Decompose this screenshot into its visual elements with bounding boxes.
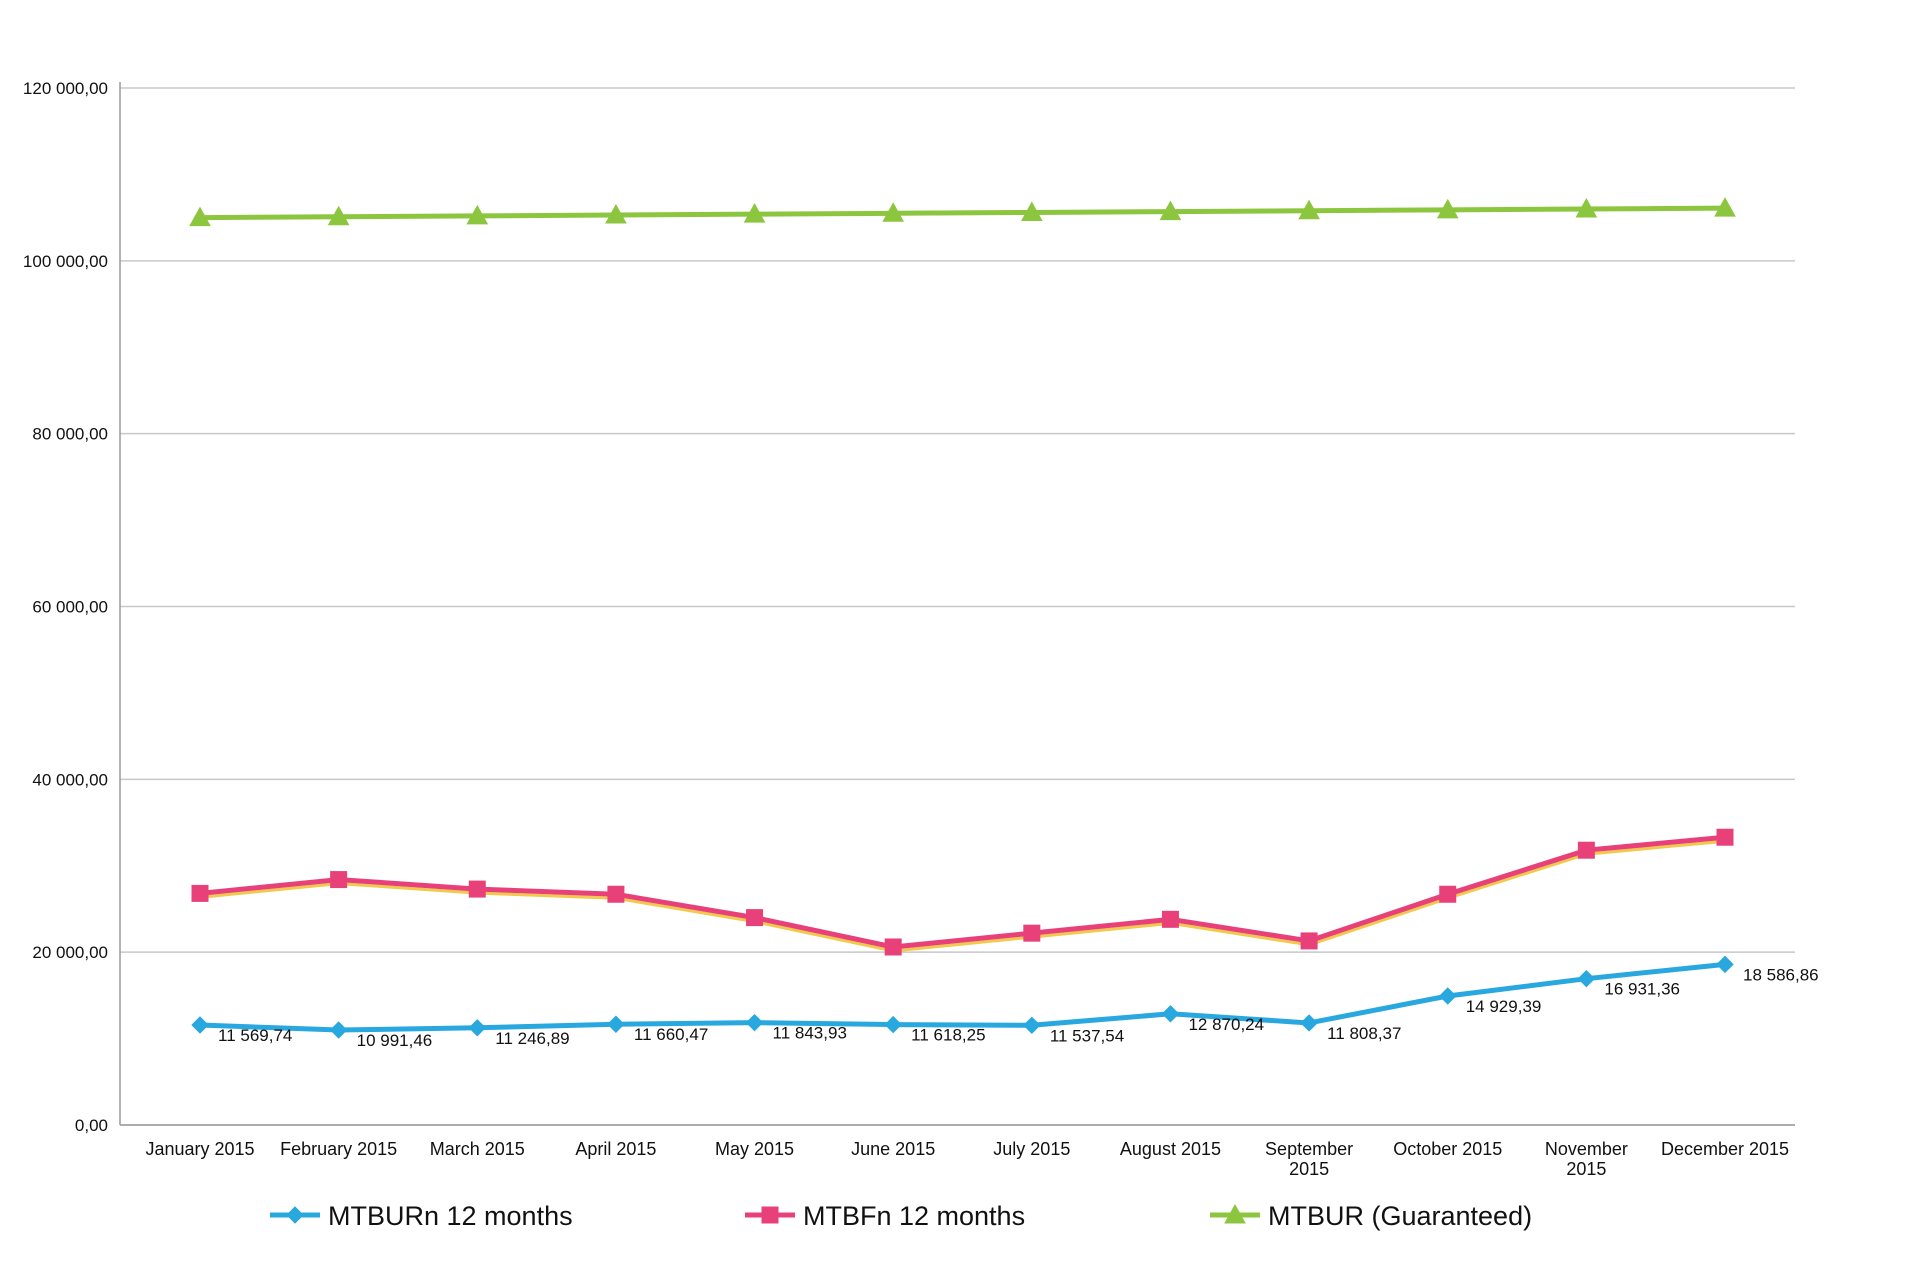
x-tick-label: November 2015 bbox=[1545, 1139, 1628, 1179]
series-line bbox=[199, 205, 1726, 221]
y-tick-label: 20 000,00 bbox=[32, 943, 108, 962]
data-point bbox=[191, 1016, 209, 1034]
data-point bbox=[1714, 197, 1736, 217]
data-point bbox=[1577, 841, 1595, 859]
data-point bbox=[607, 1015, 625, 1033]
x-tick-label: February 2015 bbox=[280, 1139, 397, 1159]
data-label: 11 246,89 bbox=[495, 1029, 569, 1048]
series-line bbox=[199, 961, 1726, 1033]
data-point bbox=[1224, 1203, 1246, 1224]
series-lines bbox=[189, 197, 1736, 1039]
data-point bbox=[607, 885, 625, 903]
data-label: 11 537,54 bbox=[1050, 1026, 1124, 1045]
series-1 bbox=[191, 828, 1734, 956]
data-point bbox=[468, 1019, 486, 1037]
legend-item-1: MTBFn 12 months bbox=[745, 1201, 1025, 1231]
gridlines bbox=[120, 87, 1795, 1126]
data-point bbox=[1300, 1014, 1318, 1032]
data-label: 11 569,74 bbox=[218, 1026, 292, 1045]
data-point bbox=[286, 1206, 304, 1224]
data-label: 11 843,93 bbox=[773, 1024, 847, 1043]
data-point bbox=[884, 938, 902, 956]
data-point bbox=[882, 202, 905, 222]
data-label: 11 618,25 bbox=[911, 1026, 985, 1045]
data-point bbox=[1023, 1016, 1041, 1035]
data-label: 11 808,37 bbox=[1327, 1024, 1401, 1043]
data-point bbox=[1161, 1005, 1180, 1023]
y-tick-label: 100 000,00 bbox=[23, 252, 108, 271]
data-point bbox=[468, 880, 486, 898]
data-label: 14 929,39 bbox=[1466, 997, 1542, 1016]
data-point bbox=[746, 909, 764, 927]
x-tick-label: June 2015 bbox=[851, 1139, 935, 1159]
x-tick-label: March 2015 bbox=[430, 1139, 525, 1159]
data-point bbox=[330, 871, 348, 889]
data-point bbox=[884, 1015, 902, 1034]
data-point bbox=[466, 204, 489, 225]
data-point bbox=[1575, 197, 1598, 218]
data-label: 12 870,24 bbox=[1188, 1015, 1264, 1034]
legend-label: MTBUR (Guaranteed) bbox=[1268, 1201, 1532, 1231]
data-label: 10 991,46 bbox=[357, 1031, 433, 1050]
legend-label: MTBURn 12 months bbox=[328, 1201, 573, 1231]
data-point bbox=[1023, 924, 1041, 942]
x-tick-label: January 2015 bbox=[145, 1139, 254, 1159]
data-point bbox=[189, 206, 211, 227]
data-point bbox=[327, 205, 350, 226]
data-point bbox=[1716, 955, 1734, 974]
data-point bbox=[1159, 200, 1182, 221]
series-shadow-line bbox=[199, 839, 1726, 953]
y-tick-label: 120 000,00 bbox=[23, 79, 108, 98]
y-tick-label: 80 000,00 bbox=[32, 425, 108, 444]
series-line bbox=[199, 834, 1726, 950]
data-point bbox=[761, 1206, 779, 1224]
x-tick-label: December 2015 bbox=[1661, 1139, 1789, 1159]
data-point bbox=[1298, 199, 1320, 220]
y-tick-label: 0,00 bbox=[75, 1116, 108, 1135]
data-label: 11 660,47 bbox=[634, 1025, 708, 1044]
x-tick-label: April 2015 bbox=[575, 1139, 656, 1159]
data-label: 16 931,36 bbox=[1604, 980, 1680, 999]
legend-item-0: MTBURn 12 months bbox=[270, 1201, 573, 1231]
series-0 bbox=[191, 955, 1734, 1039]
data-point bbox=[1716, 828, 1734, 846]
data-point bbox=[1577, 969, 1596, 988]
x-tick-label: August 2015 bbox=[1120, 1139, 1221, 1159]
series-2 bbox=[189, 197, 1736, 227]
data-point bbox=[1439, 987, 1457, 1005]
x-tick-label: July 2015 bbox=[993, 1139, 1070, 1159]
data-point bbox=[329, 1021, 348, 1039]
x-tick-label: May 2015 bbox=[715, 1139, 794, 1159]
data-point bbox=[743, 203, 766, 223]
legend-label: MTBFn 12 months bbox=[803, 1201, 1025, 1231]
legend-item-2: MTBUR (Guaranteed) bbox=[1210, 1201, 1532, 1231]
data-labels: 11 569,74 10 991,46 11 246,89 11 660,47 11 8… bbox=[218, 965, 1819, 1050]
axes: 0,00 20 000,00 40 000,00 60 000,00 80 000,00… bbox=[23, 79, 1795, 1179]
data-point bbox=[1161, 910, 1179, 928]
data-point bbox=[1439, 885, 1457, 903]
data-point bbox=[745, 1013, 764, 1032]
data-point bbox=[605, 204, 627, 224]
y-tick-label: 40 000,00 bbox=[32, 770, 108, 789]
data-point bbox=[1436, 198, 1459, 219]
x-tick-label: September 2015 bbox=[1265, 1139, 1353, 1179]
data-point bbox=[1020, 201, 1043, 221]
y-tick-label: 60 000,00 bbox=[32, 598, 108, 617]
data-label: 18 586,86 bbox=[1743, 965, 1819, 984]
data-point bbox=[1300, 932, 1318, 950]
x-tick-label: October 2015 bbox=[1393, 1139, 1502, 1159]
legend: MTBURn 12 months MTBFn 12 months MTBUR (Gu… bbox=[270, 1201, 1532, 1231]
data-point bbox=[191, 884, 209, 902]
